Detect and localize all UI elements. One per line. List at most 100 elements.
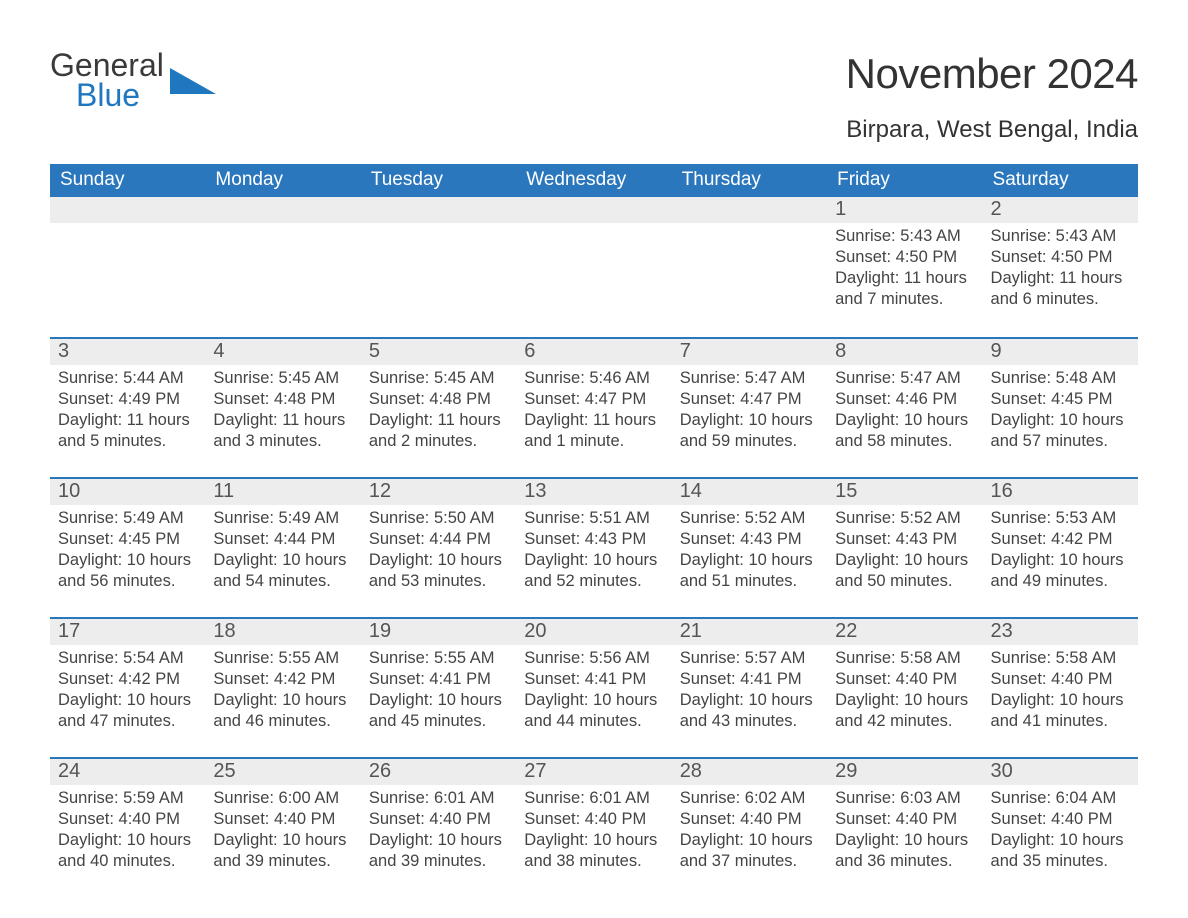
day-details: Sunrise: 5:45 AMSunset: 4:48 PMDaylight:… [361, 365, 516, 456]
sunset: Sunset: 4:43 PM [524, 529, 663, 550]
calendar-cell: 11Sunrise: 5:49 AMSunset: 4:44 PMDayligh… [205, 477, 360, 617]
sunrise: Sunrise: 5:52 AM [835, 508, 974, 529]
day-number: 13 [516, 477, 671, 505]
weekday-header: Tuesday [361, 164, 516, 197]
calendar-cell: 24Sunrise: 5:59 AMSunset: 4:40 PMDayligh… [50, 757, 205, 897]
sunset: Sunset: 4:50 PM [835, 247, 974, 268]
calendar-cell: 15Sunrise: 5:52 AMSunset: 4:43 PMDayligh… [827, 477, 982, 617]
empty-day-header [361, 197, 516, 223]
daylight: Daylight: 10 hours and 39 minutes. [369, 830, 508, 872]
daylight: Daylight: 10 hours and 57 minutes. [991, 410, 1130, 452]
calendar-cell: 4Sunrise: 5:45 AMSunset: 4:48 PMDaylight… [205, 337, 360, 477]
daylight: Daylight: 10 hours and 45 minutes. [369, 690, 508, 732]
day-details: Sunrise: 5:46 AMSunset: 4:47 PMDaylight:… [516, 365, 671, 456]
weekday-header: Thursday [672, 164, 827, 197]
daylight: Daylight: 10 hours and 42 minutes. [835, 690, 974, 732]
month-title: November 2024 [846, 50, 1138, 98]
daylight: Daylight: 10 hours and 49 minutes. [991, 550, 1130, 592]
day-number: 6 [516, 337, 671, 365]
day-number: 18 [205, 617, 360, 645]
sunset: Sunset: 4:45 PM [991, 389, 1130, 410]
sunrise: Sunrise: 5:54 AM [58, 648, 197, 669]
calendar-cell: 19Sunrise: 5:55 AMSunset: 4:41 PMDayligh… [361, 617, 516, 757]
daylight: Daylight: 11 hours and 1 minute. [524, 410, 663, 452]
calendar-cell [205, 197, 360, 337]
sunrise: Sunrise: 5:47 AM [835, 368, 974, 389]
daylight: Daylight: 10 hours and 52 minutes. [524, 550, 663, 592]
sunset: Sunset: 4:40 PM [58, 809, 197, 830]
daylight: Daylight: 10 hours and 39 minutes. [213, 830, 352, 872]
sunset: Sunset: 4:43 PM [835, 529, 974, 550]
sunset: Sunset: 4:45 PM [58, 529, 197, 550]
day-number: 20 [516, 617, 671, 645]
calendar-cell: 10Sunrise: 5:49 AMSunset: 4:45 PMDayligh… [50, 477, 205, 617]
weekday-header: Friday [827, 164, 982, 197]
weekday-header: Sunday [50, 164, 205, 197]
empty-day-header [205, 197, 360, 223]
sunset: Sunset: 4:40 PM [524, 809, 663, 830]
calendar-cell [672, 197, 827, 337]
day-details: Sunrise: 6:04 AMSunset: 4:40 PMDaylight:… [983, 785, 1138, 876]
day-details: Sunrise: 5:58 AMSunset: 4:40 PMDaylight:… [983, 645, 1138, 736]
sunset: Sunset: 4:40 PM [991, 809, 1130, 830]
empty-day-header [50, 197, 205, 223]
daylight: Daylight: 10 hours and 38 minutes. [524, 830, 663, 872]
daylight: Daylight: 10 hours and 40 minutes. [58, 830, 197, 872]
day-details: Sunrise: 6:02 AMSunset: 4:40 PMDaylight:… [672, 785, 827, 876]
calendar-week: 3Sunrise: 5:44 AMSunset: 4:49 PMDaylight… [50, 337, 1138, 477]
calendar-cell: 13 Sunrise: 5:51 AMSunset: 4:43 PMDayligh… [516, 477, 671, 617]
day-number: 16 [983, 477, 1138, 505]
calendar-cell: 5Sunrise: 5:45 AMSunset: 4:48 PMDaylight… [361, 337, 516, 477]
sunrise: Sunrise: 6:02 AM [680, 788, 819, 809]
day-number: 9 [983, 337, 1138, 365]
sunset: Sunset: 4:48 PM [369, 389, 508, 410]
empty-day-header [672, 197, 827, 223]
sunset: Sunset: 4:48 PM [213, 389, 352, 410]
daylight: Daylight: 10 hours and 44 minutes. [524, 690, 663, 732]
sunset: Sunset: 4:41 PM [524, 669, 663, 690]
sunrise: Sunrise: 5:52 AM [680, 508, 819, 529]
daylight: Daylight: 10 hours and 35 minutes. [991, 830, 1130, 872]
day-details: Sunrise: 5:49 AMSunset: 4:45 PMDaylight:… [50, 505, 205, 596]
sunset: Sunset: 4:40 PM [835, 669, 974, 690]
calendar-cell: 29Sunrise: 6:03 AMSunset: 4:40 PMDayligh… [827, 757, 982, 897]
daylight: Daylight: 10 hours and 56 minutes. [58, 550, 197, 592]
calendar-cell: 27 Sunrise: 6:01 AMSunset: 4:40 PMDayligh… [516, 757, 671, 897]
calendar-cell: 6Sunrise: 5:46 AMSunset: 4:47 PMDaylight… [516, 337, 671, 477]
sunrise: Sunrise: 5:58 AM [991, 648, 1130, 669]
sunset: Sunset: 4:40 PM [369, 809, 508, 830]
sunset: Sunset: 4:50 PM [991, 247, 1130, 268]
weekday-header: Saturday [983, 164, 1138, 197]
daylight: Daylight: 11 hours and 3 minutes. [213, 410, 352, 452]
day-number: 27 [516, 757, 671, 785]
day-details: Sunrise: 5:57 AMSunset: 4:41 PMDaylight:… [672, 645, 827, 736]
brand-line2: Blue [76, 80, 164, 110]
day-details: Sunrise: 5:53 AMSunset: 4:42 PMDaylight:… [983, 505, 1138, 596]
sunrise: Sunrise: 5:46 AM [524, 368, 663, 389]
sunrise: Sunrise: 5:43 AM [991, 226, 1130, 247]
daylight: Daylight: 10 hours and 51 minutes. [680, 550, 819, 592]
daylight: Daylight: 10 hours and 43 minutes. [680, 690, 819, 732]
sunset: Sunset: 4:40 PM [835, 809, 974, 830]
calendar-cell: 21Sunrise: 5:57 AMSunset: 4:41 PMDayligh… [672, 617, 827, 757]
calendar-cell: 14Sunrise: 5:52 AMSunset: 4:43 PMDayligh… [672, 477, 827, 617]
day-details: Sunrise: 5:59 AMSunset: 4:40 PMDaylight:… [50, 785, 205, 876]
sunset: Sunset: 4:42 PM [213, 669, 352, 690]
sunrise: Sunrise: 5:57 AM [680, 648, 819, 669]
sunrise: Sunrise: 5:53 AM [991, 508, 1130, 529]
day-details: Sunrise: 5:56 AMSunset: 4:41 PMDaylight:… [516, 645, 671, 736]
calendar-cell: 18Sunrise: 5:55 AMSunset: 4:42 PMDayligh… [205, 617, 360, 757]
calendar-cell: 1Sunrise: 5:43 AMSunset: 4:50 PMDaylight… [827, 197, 982, 337]
weekday-header: Monday [205, 164, 360, 197]
sunset: Sunset: 4:40 PM [991, 669, 1130, 690]
calendar-cell: 9Sunrise: 5:48 AMSunset: 4:45 PMDaylight… [983, 337, 1138, 477]
daylight: Daylight: 11 hours and 5 minutes. [58, 410, 197, 452]
daylight: Daylight: 10 hours and 53 minutes. [369, 550, 508, 592]
sunrise: Sunrise: 5:51 AM [524, 508, 663, 529]
sunset: Sunset: 4:47 PM [524, 389, 663, 410]
daylight: Daylight: 10 hours and 47 minutes. [58, 690, 197, 732]
day-number: 3 [50, 337, 205, 365]
sunset: Sunset: 4:42 PM [58, 669, 197, 690]
sunrise: Sunrise: 5:45 AM [369, 368, 508, 389]
sunrise: Sunrise: 6:01 AM [524, 788, 663, 809]
